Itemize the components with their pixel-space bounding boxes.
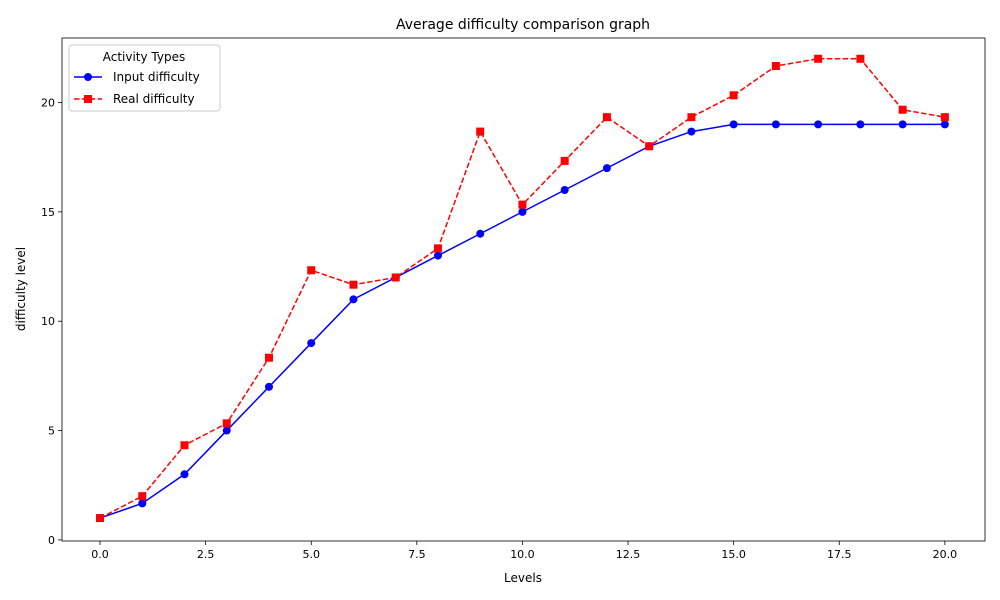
x-axis-label: Levels — [504, 571, 542, 585]
series-1-point — [264, 382, 273, 391]
legend-marker-2 — [84, 95, 92, 103]
series-2-point — [518, 200, 527, 209]
series-2-point — [771, 61, 780, 70]
series-2-point — [96, 514, 105, 523]
legend-title: Activity Types — [103, 50, 186, 64]
x-tick-label: 0.0 — [91, 548, 109, 561]
series-1-point — [476, 229, 485, 238]
plot-area: 0.0 2.5 5.0 7.5 10.0 12.5 15.0 17.5 20.0 0 5 10 15 20… — [41, 37, 986, 561]
series-2-point — [138, 492, 147, 501]
legend: Activity Types Input difficulty Real diffi… — [68, 44, 221, 112]
legend-label-2: Real difficulty — [113, 92, 195, 106]
series-1-point — [307, 339, 316, 348]
legend-label-1: Input difficulty — [113, 70, 200, 84]
x-tick-label: 7.5 — [408, 548, 426, 561]
series-1-point — [856, 120, 865, 129]
series-2-point — [856, 54, 865, 63]
series-1-point — [138, 499, 147, 508]
y-tick-label: 0 — [48, 534, 55, 547]
series-2-point — [307, 266, 316, 275]
chart-title: Average difficulty comparison graph — [396, 17, 650, 33]
series-2-point — [222, 419, 231, 428]
series-2-point — [349, 280, 358, 289]
series-2-point — [433, 244, 442, 253]
series-2-point — [687, 113, 696, 122]
series-2-point — [476, 127, 485, 136]
series-1-point — [814, 120, 823, 129]
series-2-point — [560, 156, 569, 165]
series-2-point — [814, 54, 823, 63]
series-1-point — [771, 120, 780, 129]
y-tick-label: 15 — [41, 206, 55, 219]
series-2-point — [264, 353, 273, 362]
y-tick-label: 10 — [41, 315, 55, 328]
series-1-point — [349, 295, 358, 304]
x-tick-label: 20.0 — [933, 548, 958, 561]
x-tick-label: 12.5 — [616, 548, 641, 561]
legend-marker-1 — [84, 73, 92, 81]
plot-frame — [61, 37, 986, 542]
series-1-point — [560, 185, 569, 194]
series-2-point — [729, 91, 738, 100]
series-2-point — [645, 142, 654, 151]
x-tick-label: 2.5 — [197, 548, 215, 561]
x-tick-label: 5.0 — [302, 548, 320, 561]
series-2-point — [602, 113, 611, 122]
series-1-point — [940, 120, 949, 129]
series-1-point — [729, 120, 738, 129]
series-1-point — [222, 426, 231, 435]
x-tick-label: 15.0 — [721, 548, 746, 561]
series-1-point — [433, 251, 442, 260]
series-1-point — [180, 470, 189, 479]
legend-box — [68, 44, 221, 112]
x-tick-label: 10.0 — [510, 548, 535, 561]
series-1-point — [518, 207, 527, 216]
series-line-1 — [99, 123, 945, 519]
series-2-point — [391, 273, 400, 282]
series-1-point — [898, 120, 907, 129]
x-tick-label: 17.5 — [827, 548, 852, 561]
y-tick-label: 20 — [41, 97, 55, 110]
series-1-point — [602, 164, 611, 173]
series-2-point — [940, 113, 949, 122]
series-2-point — [898, 105, 907, 114]
series-1-point — [687, 127, 696, 136]
y-axis-label: difficulty level — [14, 247, 28, 331]
series-2-point — [180, 441, 189, 450]
y-tick-label: 5 — [48, 425, 55, 438]
